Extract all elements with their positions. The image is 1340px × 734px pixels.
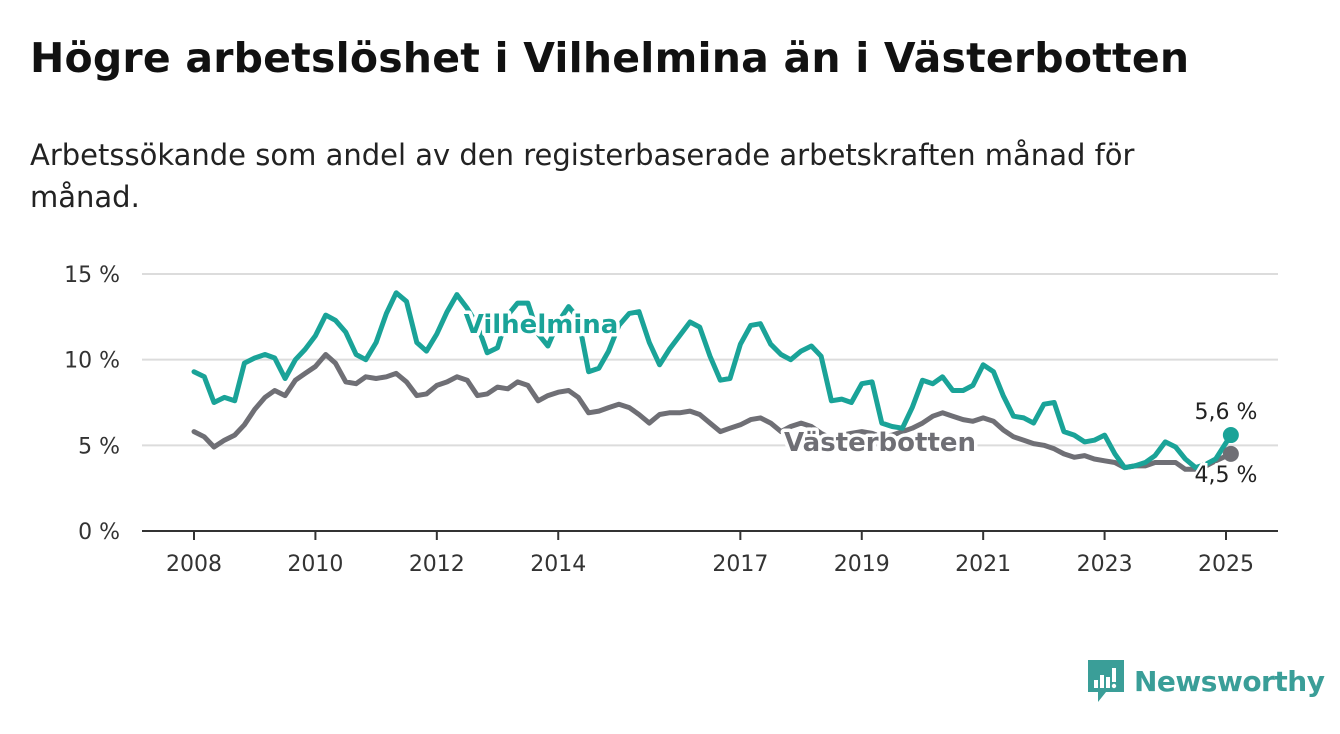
series-name-label: Västerbotten <box>784 428 976 458</box>
x-tick-label: 2019 <box>834 552 890 577</box>
x-tick-label: 2021 <box>955 552 1011 577</box>
newsworthy-logo-icon <box>1088 660 1124 702</box>
x-axis: 2008 2010 2012 2014 2017 2019 2021 2023 2025 <box>142 530 1278 577</box>
chart-title: Högre arbetslöshet i Vilhelmina än i Väs… <box>30 34 1190 82</box>
end-point-marker <box>1222 427 1239 444</box>
x-tick-label: 2012 <box>409 552 465 577</box>
x-tick-label: 2014 <box>530 552 586 577</box>
newsworthy-brand: Newsworthy <box>1088 660 1325 702</box>
x-tick-label: 2017 <box>712 552 768 577</box>
x-tick-label: 2025 <box>1198 552 1254 577</box>
line-chart: 0 %5 %10 %15 % 2008 2010 2012 2014 2017 2019 2… <box>64 263 1278 577</box>
end-value-label: 4,5 % <box>1195 463 1258 488</box>
y-tick-label: 15 % <box>64 263 120 288</box>
x-tick-label: 2008 <box>166 552 222 577</box>
y-tick-label: 10 % <box>64 349 120 374</box>
end-point-marker <box>1222 445 1239 462</box>
series-lines <box>191 290 1239 472</box>
series-labels: Vilhelmina Västerbotten 5,6 % 4,5 % <box>460 307 1260 491</box>
series-line-1 <box>191 352 1234 472</box>
brand-name: Newsworthy <box>1134 664 1325 698</box>
chart-subtitle: Arbetssökande som andel av den registerb… <box>30 138 1135 214</box>
y-tick-label: 0 % <box>78 520 120 545</box>
series-name-label: Vilhelmina <box>464 310 619 340</box>
y-tick-label: 5 % <box>78 434 120 459</box>
end-value-label: 5,6 % <box>1195 400 1258 425</box>
series-line-0 <box>191 290 1234 471</box>
x-tick-label: 2023 <box>1077 552 1133 577</box>
y-axis: 0 % 5 % 10 % 15 % <box>64 263 120 545</box>
x-tick-label: 2010 <box>287 552 343 577</box>
